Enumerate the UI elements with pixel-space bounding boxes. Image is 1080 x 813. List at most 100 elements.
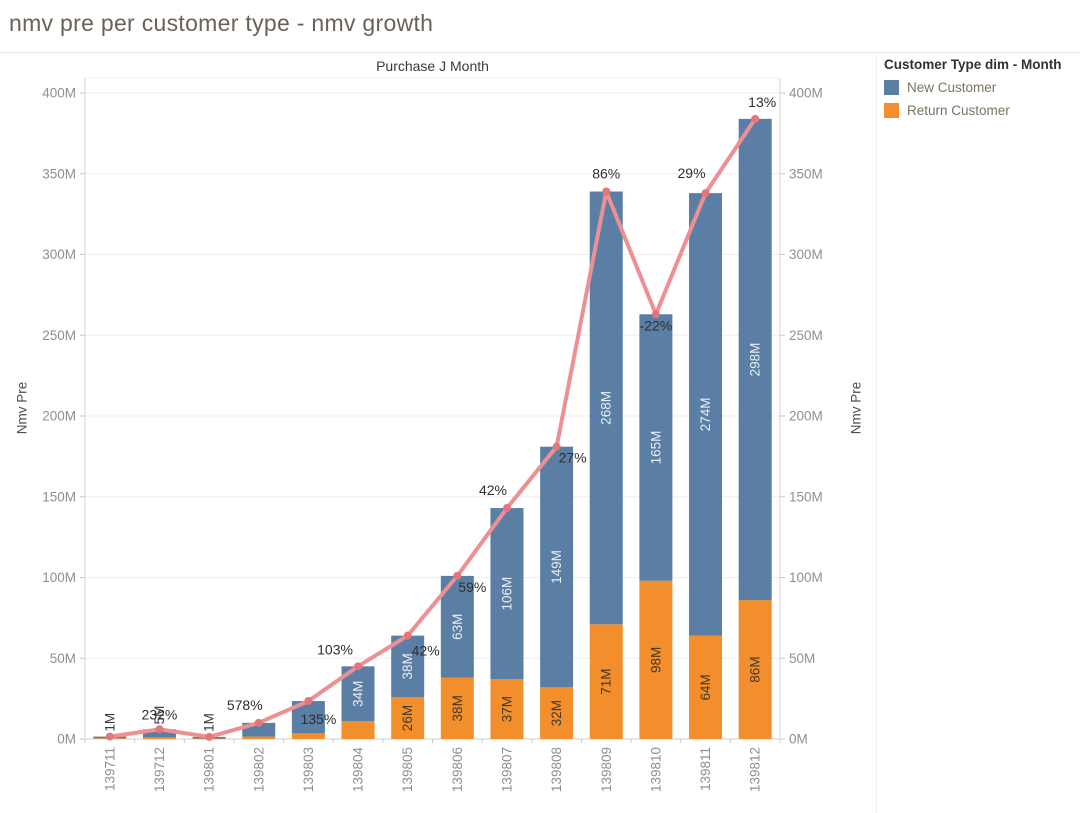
bar-value-label-return: 64M bbox=[698, 674, 713, 700]
growth-percent-label: 103% bbox=[317, 641, 353, 657]
y-tick-label-right: 50M bbox=[789, 651, 815, 666]
x-tick-label: 139712 bbox=[152, 747, 167, 792]
x-tick-label: 139812 bbox=[748, 747, 763, 792]
growth-percent-label: 27% bbox=[559, 450, 587, 466]
bar-value-label-new-outside: 1M bbox=[202, 713, 217, 732]
legend-divider bbox=[876, 52, 877, 813]
growth-percent-label: 42% bbox=[479, 482, 507, 498]
growth-percent-label: 29% bbox=[678, 165, 706, 181]
bar-value-label-new: 106M bbox=[499, 577, 514, 611]
bar-segment-return-139803[interactable] bbox=[291, 733, 325, 739]
growth-percent-label: 578% bbox=[227, 697, 263, 713]
growth-line[interactable] bbox=[107, 116, 758, 739]
y-tick-label-left: 400M bbox=[42, 86, 76, 101]
legend-item-new-customer[interactable]: New Customer bbox=[884, 80, 1080, 95]
bar-segment-return-139805[interactable] bbox=[391, 697, 425, 739]
bar-value-label-return: 32M bbox=[549, 700, 564, 726]
x-tick-label: 139802 bbox=[251, 747, 266, 792]
growth-percent-label: 86% bbox=[592, 166, 620, 182]
x-tick-label: 139811 bbox=[698, 747, 713, 791]
legend-swatch-icon bbox=[884, 103, 899, 118]
bar-segment-return-139810[interactable] bbox=[639, 580, 673, 739]
page-title: nmv pre per customer type - nmv growth bbox=[9, 10, 434, 36]
x-tick-label: 139807 bbox=[499, 747, 514, 792]
y-tick-label-left: 50M bbox=[50, 651, 76, 666]
bar-segment-return-139811[interactable] bbox=[689, 635, 723, 739]
x-tick-label: 139711 bbox=[102, 747, 117, 791]
bar-value-label-new: 298M bbox=[748, 343, 763, 377]
y-tick-label-right: 200M bbox=[789, 409, 823, 424]
x-tick-label: 139805 bbox=[400, 747, 415, 792]
bar-segment-return-139804[interactable] bbox=[341, 721, 375, 739]
growth-line-point-139808[interactable] bbox=[552, 442, 561, 451]
growth-line-point-139801[interactable] bbox=[205, 732, 214, 741]
bar-value-label-return: 37M bbox=[499, 696, 514, 722]
bar-value-label-return: 86M bbox=[748, 656, 763, 682]
growth-line-point-139712[interactable] bbox=[155, 725, 164, 734]
y-tick-label-right: 350M bbox=[789, 166, 823, 181]
bar-value-label-new: 268M bbox=[599, 391, 614, 425]
growth-line-point-139711[interactable] bbox=[105, 732, 114, 741]
legend-swatch-icon bbox=[884, 80, 899, 95]
bar-value-label-return: 71M bbox=[599, 669, 614, 695]
growth-line-point-139802[interactable] bbox=[254, 718, 263, 727]
bar-segment-new-139812[interactable] bbox=[738, 118, 772, 601]
bar-segment-return-139809[interactable] bbox=[589, 624, 623, 739]
bar-segment-return-139802[interactable] bbox=[242, 736, 276, 739]
y-tick-label-left: 150M bbox=[42, 489, 76, 504]
growth-percent-label: 232% bbox=[142, 706, 178, 722]
growth-percent-label: 42% bbox=[412, 643, 440, 659]
bar-value-label-return: 26M bbox=[400, 705, 415, 731]
growth-line-point-139811[interactable] bbox=[701, 189, 710, 198]
growth-line-point-139807[interactable] bbox=[502, 504, 511, 513]
bar-segment-return-139808[interactable] bbox=[540, 687, 574, 739]
bar-segment-return-139712[interactable] bbox=[142, 737, 176, 739]
y-tick-label-right: 150M bbox=[789, 489, 823, 504]
growth-line-point-139810[interactable] bbox=[651, 310, 660, 319]
legend: Customer Type dim - Month New Customer Re… bbox=[884, 57, 1080, 118]
x-tick-label: 139810 bbox=[648, 747, 663, 792]
growth-percent-label: -22% bbox=[640, 317, 673, 333]
bar-segment-new-139712[interactable] bbox=[142, 729, 176, 738]
growth-line-point-139803[interactable] bbox=[304, 697, 313, 706]
legend-item-return-customer[interactable]: Return Customer bbox=[884, 103, 1080, 118]
y-tick-label-right: 400M bbox=[789, 86, 823, 101]
bar-segment-new-139806[interactable] bbox=[440, 575, 474, 678]
bar-value-label-new: 38M bbox=[400, 653, 415, 679]
growth-line-point-139804[interactable] bbox=[354, 662, 363, 671]
y-tick-label-left: 200M bbox=[42, 409, 76, 424]
growth-percent-label: 59% bbox=[458, 579, 486, 595]
y-tick-label-right: 300M bbox=[789, 247, 823, 262]
column-header: Purchase J Month bbox=[376, 58, 489, 74]
x-tick-label: 139801 bbox=[202, 747, 217, 792]
bar-value-label-return: 38M bbox=[450, 695, 465, 721]
legend-items: New Customer Return Customer bbox=[884, 80, 1080, 118]
y-tick-label-left: 0M bbox=[57, 732, 76, 747]
legend-item-label: New Customer bbox=[907, 80, 997, 95]
bar-segment-return-139806[interactable] bbox=[440, 677, 474, 739]
growth-line-point-139809[interactable] bbox=[602, 187, 611, 196]
bar-value-label-new-outside: 5M bbox=[152, 706, 167, 725]
x-tick-label: 139809 bbox=[599, 747, 614, 792]
bar-segment-new-139810[interactable] bbox=[639, 314, 673, 581]
growth-line-point-139812[interactable] bbox=[751, 114, 760, 123]
title-divider bbox=[0, 52, 1080, 53]
x-tick-label: 139803 bbox=[301, 747, 316, 792]
y-tick-label-left: 350M bbox=[42, 166, 76, 181]
bar-segment-new-139805[interactable] bbox=[391, 635, 425, 698]
growth-line-point-139806[interactable] bbox=[453, 571, 462, 580]
bar-segment-return-139812[interactable] bbox=[738, 600, 772, 739]
bar-segment-new-139811[interactable] bbox=[689, 193, 723, 636]
bar-segment-new-139809[interactable] bbox=[589, 191, 623, 625]
bar-value-label-new: 165M bbox=[648, 431, 663, 465]
growth-line-point-139805[interactable] bbox=[403, 631, 412, 640]
y-tick-label-right: 250M bbox=[789, 328, 823, 343]
bar-segment-return-139807[interactable] bbox=[490, 679, 524, 739]
bar-segment-new-139807[interactable] bbox=[490, 508, 524, 680]
bar-value-label-new-outside: 1M bbox=[102, 713, 117, 732]
bar-segment-new-139808[interactable] bbox=[540, 446, 574, 688]
legend-title: Customer Type dim - Month bbox=[884, 57, 1062, 72]
x-tick-label: 139808 bbox=[549, 747, 564, 792]
y-tick-label-right: 0M bbox=[789, 732, 808, 747]
